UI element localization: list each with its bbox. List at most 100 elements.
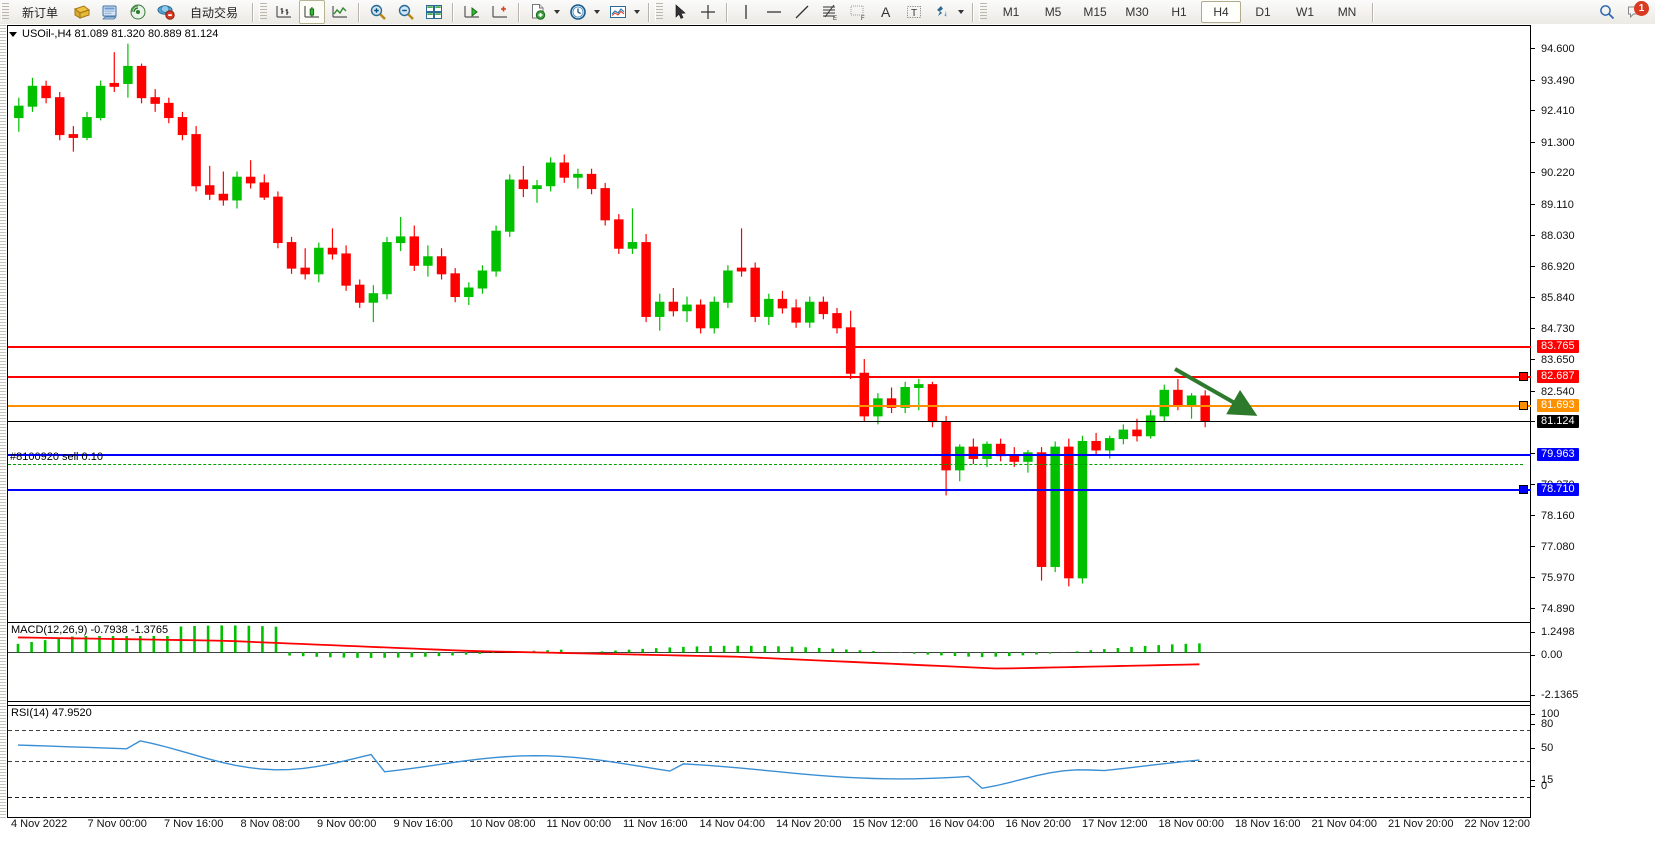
entry-line[interactable] [8,404,1531,407]
rsi-scale-tick: 100 [1530,708,1560,720]
text-button[interactable]: A [873,0,899,24]
notification-button[interactable]: 1 [1622,0,1649,24]
time-tick: 9 Nov 16:00 [389,814,453,830]
position-line[interactable] [8,463,1523,465]
time-tick: 7 Nov 16:00 [159,814,224,830]
price-tick: 94.600 [1531,43,1655,55]
resistance-line-2-handle[interactable] [1519,372,1528,382]
current-price[interactable] [8,420,1531,422]
macd-panel: MACD(12,26,9) -0.7938 -1.3765 [7,622,1531,702]
price-tick: 91.300 [1531,137,1655,149]
channel-button[interactable]: F [845,0,871,24]
support-line-1[interactable] [8,453,1531,456]
resistance-line-2[interactable] [8,376,1531,379]
zoom-out-icon [398,4,414,20]
macd-scale-tick: 1.2498 [1531,626,1575,638]
toolbar-grip[interactable] [1,3,9,21]
price-tick: 85.840 [1531,292,1655,304]
entry-line-price-label: 81.693 [1537,398,1579,412]
tile-windows-button[interactable] [421,0,447,24]
timeframe-h1[interactable]: H1 [1171,5,1187,19]
templates-button[interactable] [605,0,631,24]
time-tick: 16 Nov 04:00 [924,814,995,830]
price-tick: 82.540 [1531,386,1655,398]
objects-caret-icon[interactable] [958,10,965,14]
new-order-label: 新订单 [22,5,59,20]
new-indicator-button[interactable] [525,0,551,24]
wallet-icon [73,5,91,19]
new-order-button[interactable]: 新订单 [13,0,67,24]
objects-button[interactable] [929,0,955,24]
candlestick-chart-button[interactable] [299,0,326,24]
support-line-2-handle[interactable] [1519,485,1528,495]
resistance-line-1[interactable] [8,345,1531,348]
price-tick: 89.110 [1531,199,1655,211]
bar-chart-button[interactable] [271,0,297,24]
entry-line-handle[interactable] [1519,400,1528,410]
timeframe-d1[interactable]: D1 [1255,5,1271,19]
time-tick: 16 Nov 20:00 [1001,814,1071,830]
toolbar-separator-1 [252,2,255,22]
cursor-icon [675,4,686,19]
toolbar-grip-2[interactable] [259,3,268,21]
rsi-series [8,730,1530,798]
period-caret-icon[interactable] [594,10,601,14]
auto-scroll-button[interactable] [459,0,485,24]
trendline-button[interactable] [789,0,815,24]
vertical-line-button[interactable] [733,0,759,24]
timeframe-m1[interactable]: M1 [1002,5,1020,19]
svg-text:A: A [881,4,891,20]
timeframe-m30[interactable]: M30 [1125,5,1149,19]
crosshair-button[interactable] [695,0,721,24]
main-toolbar: 新订单 自动交易 [0,0,1655,25]
terminal-icon-button[interactable] [97,0,123,24]
signals-icon-button[interactable] [125,0,151,24]
time-tick: 11 Nov 16:00 [619,814,688,830]
new-indicator-icon [532,4,546,20]
time-tick: 8 Nov 08:00 [236,814,300,830]
timeframe-m15[interactable]: M15 [1083,5,1107,19]
wallet-icon-button[interactable] [69,0,95,24]
period-button[interactable] [565,0,591,24]
price-tick: 83.650 [1531,354,1655,366]
timeframe-mn[interactable]: MN [1337,5,1357,19]
timeframe-m5[interactable]: M5 [1044,5,1062,19]
search-button[interactable] [1594,0,1620,24]
position-label: #8100920 sell 0.10 [10,450,103,463]
price-tick: 75.970 [1531,572,1655,584]
zoom-in-button[interactable] [365,0,391,24]
templates-caret-icon[interactable] [634,10,641,14]
new-indicator-caret-icon[interactable] [554,10,561,14]
chart-menu-icon[interactable] [9,31,17,37]
expert-advisor-button[interactable] [153,0,179,24]
macd-series [8,625,1530,670]
time-scale[interactable]: 4 Nov 2022 7 Nov 00:00 7 Nov 16:00 8 Nov 08… [6,814,1531,834]
zoom-out-button[interactable] [393,0,419,24]
chart-grip[interactable] [0,25,6,818]
time-tick: 11 Nov 00:00 [542,814,612,830]
templates-icon [610,6,627,18]
chart-area[interactable]: USOil-,H4 81.089 81.320 80.889 81.124 #8… [0,24,1655,842]
macd-label: MACD(12,26,9) -0.7938 -1.3765 [11,624,171,636]
line-chart-button[interactable] [327,0,353,24]
objects-icon [937,6,947,17]
time-tick: 17 Nov 12:00 [1077,814,1148,830]
time-tick: 10 Nov 08:00 [465,814,536,830]
auto-scroll-icon [464,6,480,18]
text-label-button[interactable]: T [901,0,927,24]
timeframe-w1[interactable]: W1 [1296,5,1315,19]
timeframe-h4[interactable]: H4 [1201,1,1242,23]
toolbar-separator-8 [1372,2,1375,22]
candlestick-chart-icon [304,6,320,18]
fibonacci-button[interactable]: E [817,0,843,24]
toolbar-grip-3[interactable] [655,3,664,21]
horizontal-line-button[interactable] [761,0,787,24]
time-tick: 4 Nov 2022 [6,814,68,830]
toolbar-grip-4[interactable] [979,3,988,21]
cursor-button[interactable] [667,0,693,24]
support-line-2[interactable] [8,489,1531,492]
chart-shift-button[interactable] [487,0,513,24]
rsi-scale-tick: 80 [1530,718,1554,730]
toolbar-separator-6 [726,2,729,22]
auto-trading-button[interactable]: 自动交易 [181,0,247,24]
